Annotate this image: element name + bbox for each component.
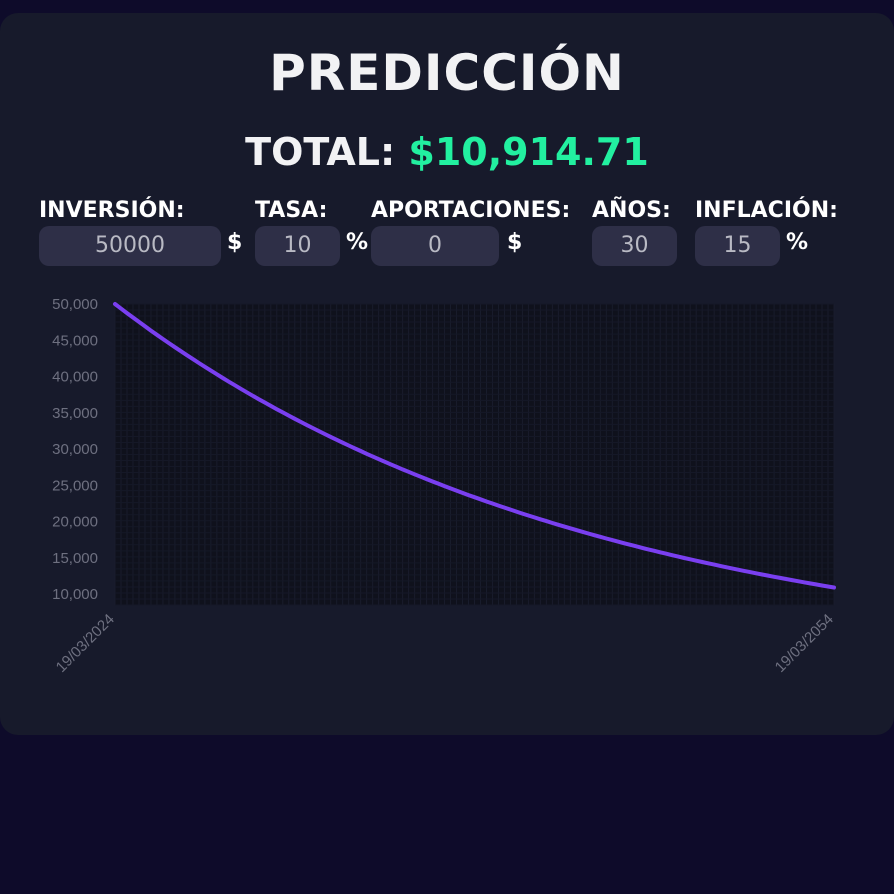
series-line: [113, 302, 836, 590]
y-tick-label: 25,000: [52, 477, 98, 494]
y-tick-label: 45,000: [52, 332, 98, 349]
page-title: PREDICCIÓN: [269, 44, 625, 102]
anos-label: AÑOS:: [592, 198, 671, 223]
x-tick-label: 19/03/2024: [53, 611, 118, 676]
y-tick-label: 10,000: [52, 586, 98, 603]
tasa-unit: %: [346, 230, 369, 255]
tasa-input[interactable]: 10: [255, 226, 340, 266]
total-value: $10,914.71: [408, 130, 649, 174]
y-tick-label: 40,000: [52, 369, 98, 386]
aportaciones-input[interactable]: 0: [371, 226, 499, 266]
total-label: TOTAL:: [245, 130, 396, 174]
y-tick-label: 50,000: [52, 296, 98, 313]
inflacion-label: INFLACIÓN:: [695, 198, 838, 223]
inflacion-input[interactable]: 15: [695, 226, 780, 266]
x-tick-label: 19/03/2054: [772, 611, 837, 676]
inversion-label: INVERSIÓN:: [39, 198, 185, 223]
tasa-label: TASA:: [255, 198, 328, 223]
y-tick-label: 35,000: [52, 405, 98, 422]
inversion-unit: $: [227, 230, 243, 255]
y-tick-label: 20,000: [52, 514, 98, 531]
aportaciones-label: APORTACIONES:: [371, 198, 571, 223]
y-tick-label: 15,000: [52, 550, 98, 567]
total-display: TOTAL: $10,914.71: [0, 130, 894, 174]
projection-chart: 10,000 15,000 20,000 25,000 30,000 35,000 40,0…: [52, 296, 837, 676]
inflacion-unit: %: [786, 230, 809, 255]
y-tick-label: 30,000: [52, 441, 98, 458]
inversion-input[interactable]: 50000: [39, 226, 221, 266]
anos-input[interactable]: 30: [592, 226, 677, 266]
aportaciones-unit: $: [507, 230, 523, 255]
